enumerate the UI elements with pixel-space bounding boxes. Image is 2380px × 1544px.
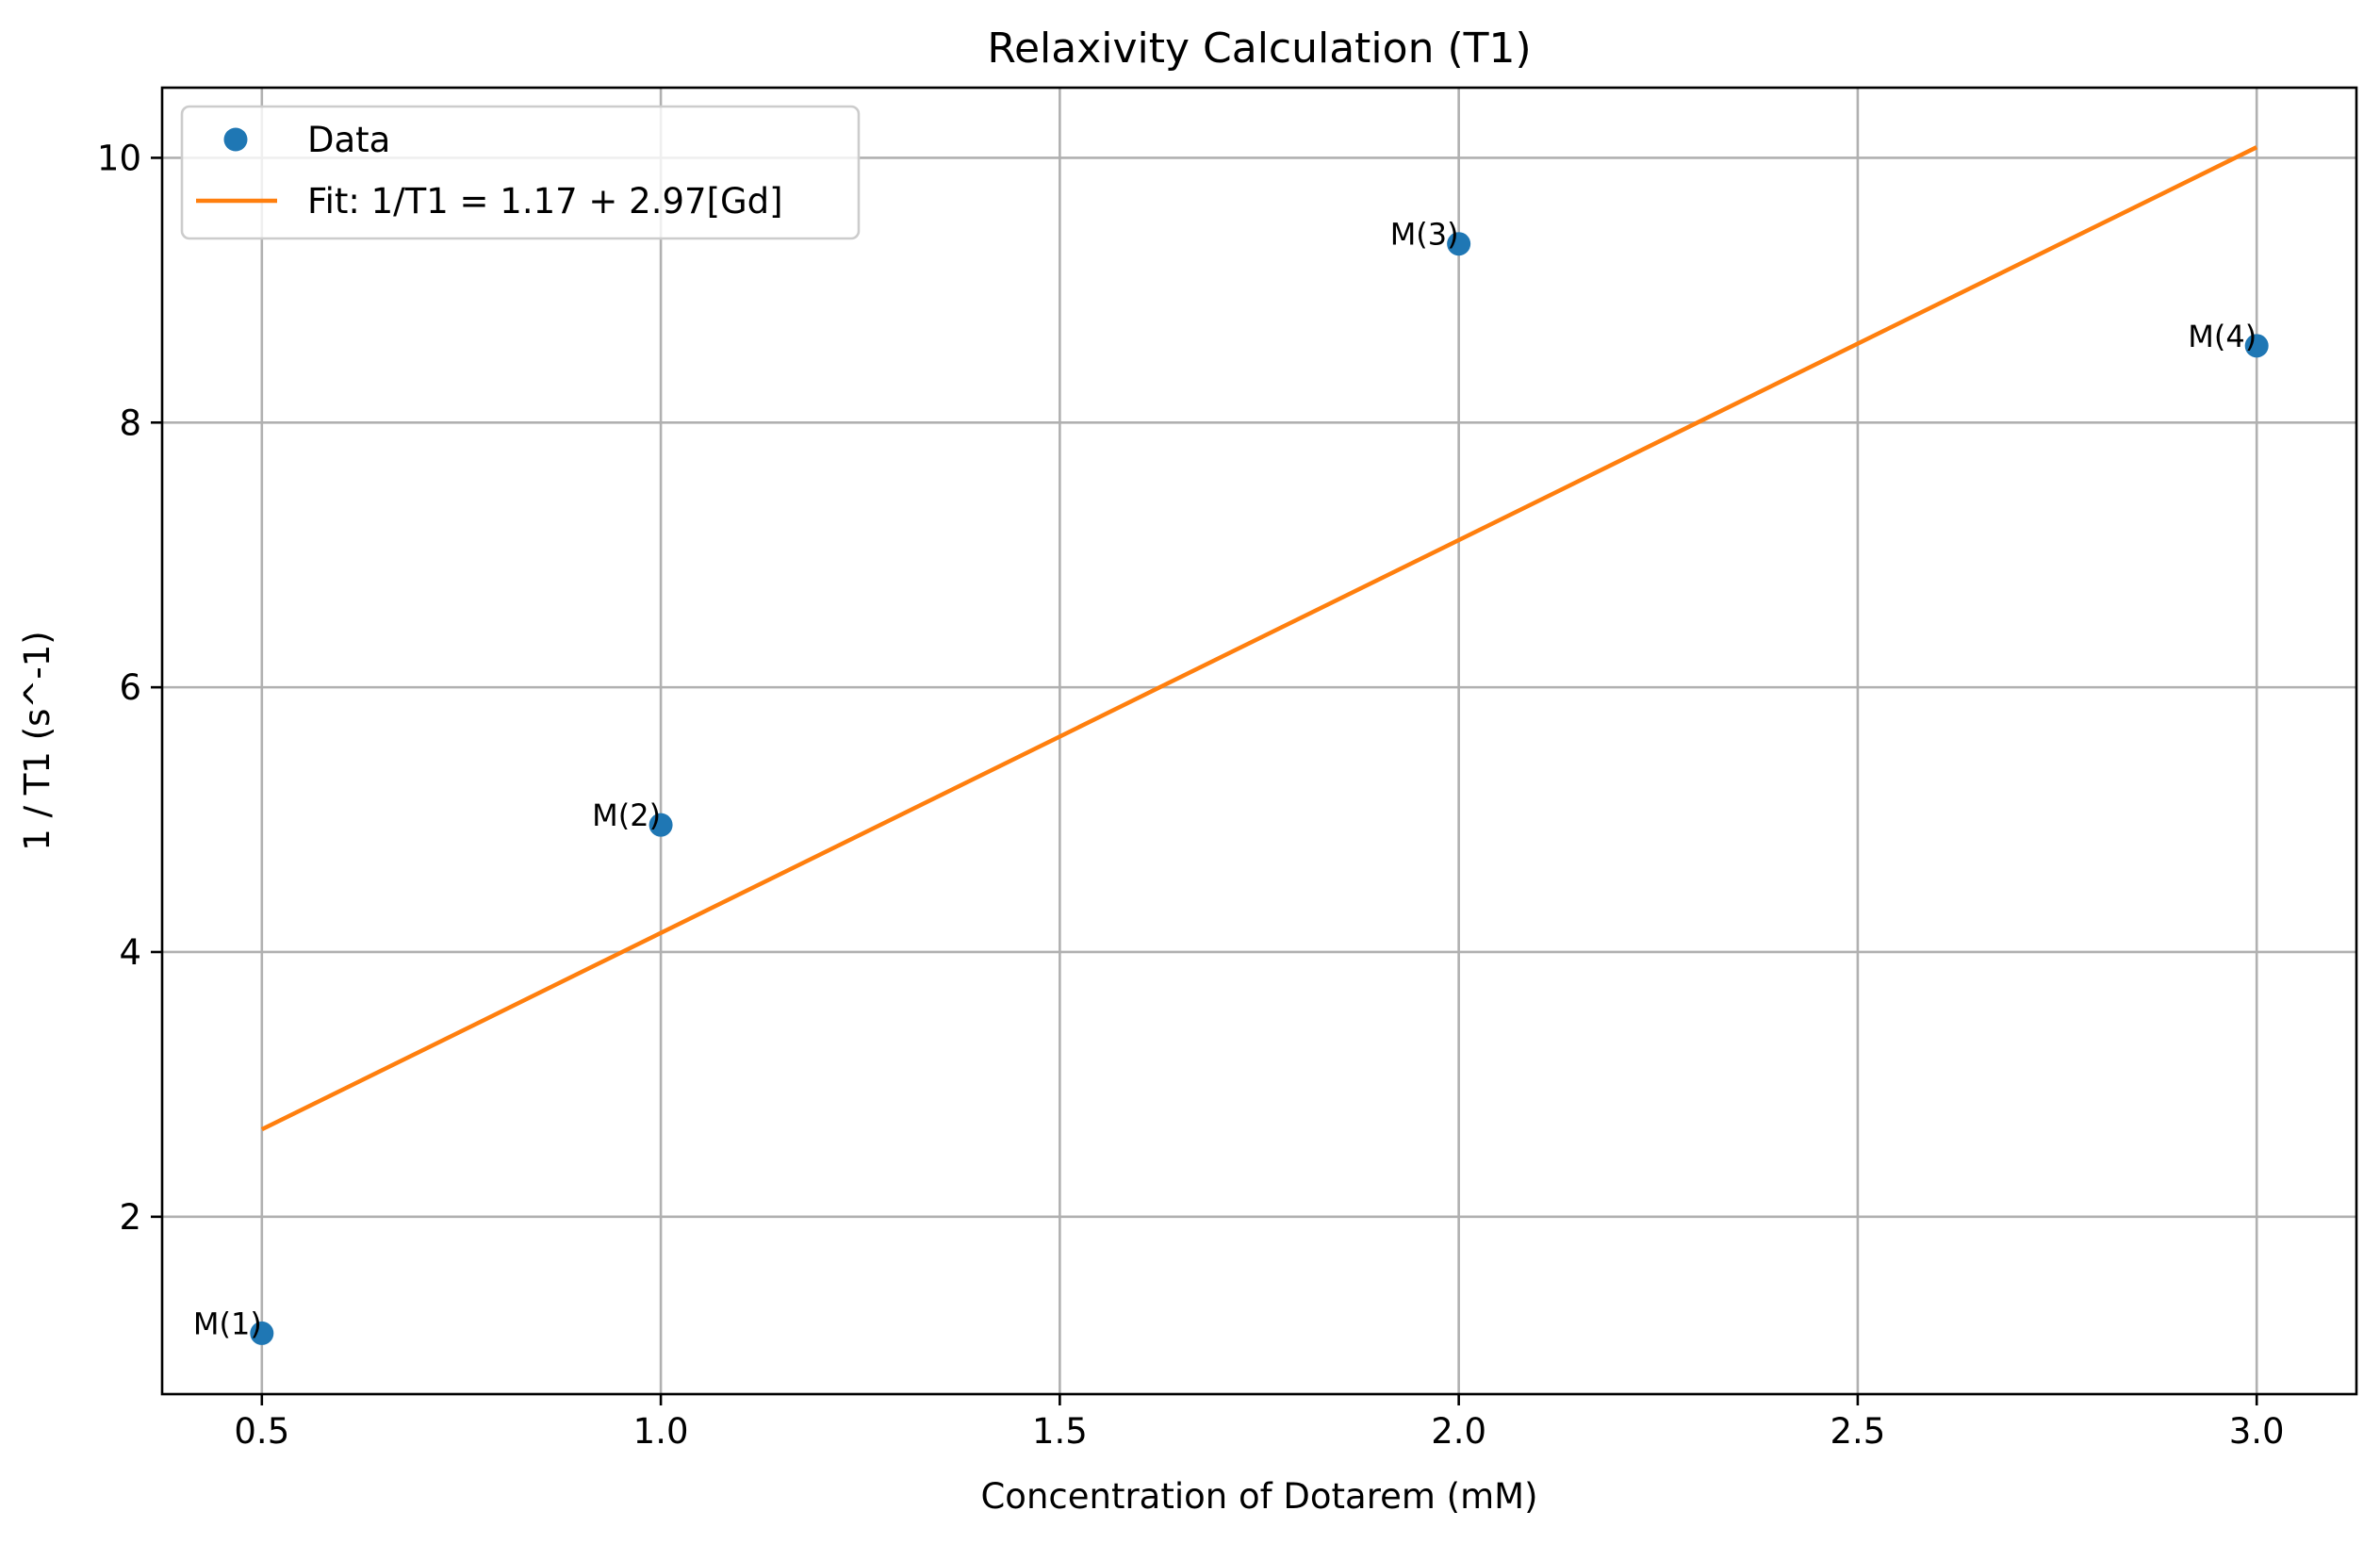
axes-frame	[160, 86, 2358, 1396]
fit-line	[260, 145, 2258, 1132]
x-tick-label: 1.0	[633, 1411, 689, 1452]
data-point-label: M(3)	[1390, 217, 1459, 253]
grid	[162, 88, 2356, 1394]
x-axis-label: Concentration of Dotarem (mM)	[980, 1476, 1537, 1517]
data-point-label: M(2)	[592, 797, 661, 833]
legend-entry-label: Data	[307, 120, 390, 160]
legend: Data Fit: 1/T1 = 1.17 + 2.97[Gd]	[180, 105, 861, 240]
data-point	[1447, 232, 1471, 256]
chart-title: Relaxivity Calculation (T1)	[987, 25, 1531, 73]
x-tick-label: 1.5	[1032, 1411, 1088, 1452]
plot-area: M(1) M(2) M(3) M(4)	[193, 145, 2269, 1345]
x-tick-label: 0.5	[234, 1411, 289, 1452]
y-tick-label: 2	[119, 1197, 141, 1238]
data-point	[648, 813, 673, 837]
y-tick-label: 4	[119, 932, 141, 973]
x-tick-label: 2.5	[1830, 1411, 1885, 1452]
data-point-label: M(4)	[2188, 319, 2257, 354]
data-point-label: M(1)	[193, 1306, 262, 1341]
y-axis-label: 1 / T1 (s^-1)	[17, 631, 57, 850]
legend-entry-label: Fit: 1/T1 = 1.17 + 2.97[Gd]	[307, 181, 783, 222]
legend-box	[180, 105, 861, 240]
x-tick-label: 3.0	[2229, 1411, 2285, 1452]
data-point	[250, 1321, 274, 1345]
data-point	[2244, 334, 2269, 358]
legend-marker-icon	[223, 127, 248, 152]
y-tick-label: 6	[119, 667, 141, 708]
x-tick-label: 2.0	[1431, 1411, 1486, 1452]
y-tick-label: 10	[97, 138, 141, 178]
y-tick-label: 8	[119, 402, 141, 443]
axis-ticks: 0.5 1.0 1.5 2.0 2.5 3.0 2 4 6 8 10	[97, 138, 2285, 1452]
